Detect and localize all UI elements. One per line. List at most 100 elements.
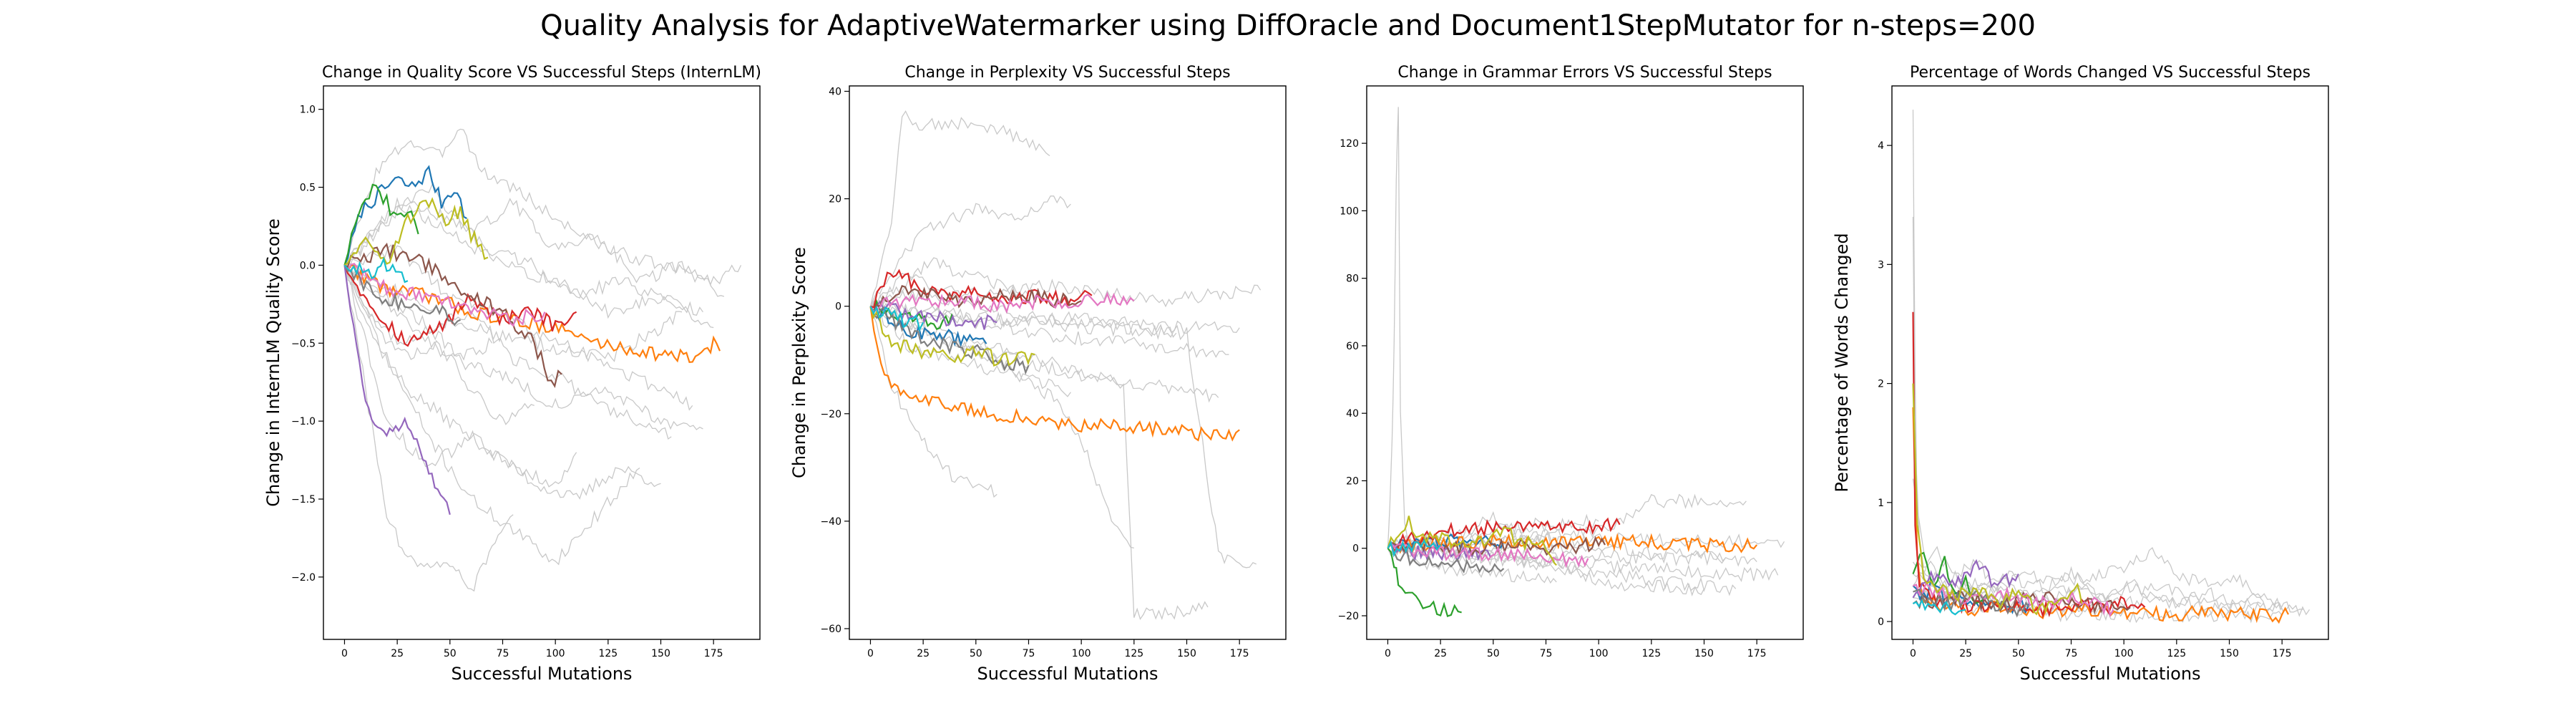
y-tick-label: −1.0: [291, 416, 316, 427]
background-run-line: [1387, 107, 1413, 548]
series-line: [343, 197, 489, 266]
y-tick-label: 2: [1878, 379, 1884, 390]
x-tick-label: 150: [651, 648, 670, 659]
y-tick-label: 0.5: [300, 183, 316, 194]
x-tick-label: 50: [1487, 648, 1500, 659]
plot-area: [869, 110, 1262, 620]
y-tick-label: −2.0: [291, 572, 316, 584]
series-line: [1912, 383, 2083, 616]
x-tick-label: 100: [1072, 648, 1091, 659]
x-tick-label: 0: [867, 648, 874, 659]
series-line: [870, 268, 1093, 309]
series-line: [869, 305, 924, 332]
x-tick-label: 125: [1641, 648, 1661, 659]
chart-panel-2: 0 25 50 75 100 125 150 175 −60 −40 −20 0 20 40 Change …: [789, 64, 1287, 684]
y-tick-label: 1: [1878, 498, 1884, 509]
y-tick-label: 0: [1352, 543, 1359, 555]
plot-area: [343, 128, 742, 592]
x-tick-label: 75: [2065, 648, 2078, 659]
background-run-line: [344, 196, 703, 316]
y-tick-label: 4: [1878, 140, 1884, 152]
background-run-line: [1387, 548, 1557, 584]
x-tick-label: 100: [546, 648, 565, 659]
series-line: [1387, 541, 1589, 569]
background-run-line: [344, 244, 683, 362]
y-tick-label: 120: [1340, 138, 1359, 150]
x-tick-label: 125: [1124, 648, 1143, 659]
background-run-line: [343, 265, 640, 566]
panel-title: Percentage of Words Changed VS Successfu…: [1910, 64, 2311, 82]
background-run-line: [343, 265, 514, 592]
x-tick-label: 175: [1230, 648, 1249, 659]
y-axis-label: Change in InternLM Quality Score: [263, 218, 283, 506]
background-run-line: [343, 265, 577, 488]
y-tick-label: 20: [829, 194, 841, 205]
series-line: [343, 242, 562, 389]
series-line: [869, 291, 1135, 314]
x-tick-label: 0: [1385, 648, 1391, 659]
background-run-line: [343, 265, 672, 440]
y-tick-label: −40: [820, 516, 841, 528]
x-axis-label: Successful Mutations: [451, 664, 632, 684]
series-line: [1912, 598, 1966, 616]
chart-panel-1: 0 25 50 75 100 125 150 175 −2.0 −1.5 −1.0 −0.5 0.0 0.…: [263, 64, 761, 684]
x-tick-label: 25: [1434, 648, 1447, 659]
series-line: [1387, 536, 1606, 558]
y-tick-label: −20: [1337, 611, 1359, 622]
series-line: [1912, 407, 2289, 624]
series-line: [1387, 533, 1505, 551]
background-run-line: [1912, 561, 2261, 614]
background-run-line: [343, 265, 493, 361]
background-run-line: [1912, 110, 2082, 613]
axes-frame: [323, 85, 761, 640]
background-run-line: [869, 195, 1071, 306]
x-tick-label: 175: [1747, 648, 1767, 659]
figure-title: Quality Analysis for AdaptiveWatermarker…: [540, 9, 2036, 42]
background-run-line: [1912, 216, 2009, 607]
x-tick-label: 25: [917, 648, 930, 659]
series-line: [1387, 542, 1505, 574]
series-line: [869, 306, 1035, 367]
background-run-line: [870, 274, 1262, 308]
x-tick-label: 175: [704, 648, 723, 659]
series-line: [1912, 558, 2019, 599]
y-tick-label: 0.0: [300, 260, 316, 271]
y-tick-label: −20: [820, 409, 841, 420]
x-tick-label: 50: [970, 648, 982, 659]
y-tick-label: 100: [1340, 205, 1359, 217]
y-tick-label: 60: [1346, 341, 1359, 352]
series-line: [343, 264, 461, 326]
x-tick-label: 50: [2012, 648, 2025, 659]
background-run-line: [870, 301, 1257, 569]
background-run-line: [869, 110, 1050, 306]
x-axis-label: Successful Mutations: [2019, 664, 2200, 684]
y-tick-label: 0: [1878, 616, 1884, 628]
background-run-line: [870, 304, 1134, 549]
series-line: [869, 306, 1240, 442]
series-line: [343, 165, 467, 266]
background-run-line: [343, 264, 693, 411]
background-run-line: [869, 257, 1030, 307]
series-line: [343, 183, 419, 266]
y-tick-label: 0: [835, 301, 841, 313]
x-axis-label: Successful Mutations: [977, 664, 1158, 684]
panel-title: Change in Grammar Errors VS Successful S…: [1397, 64, 1772, 82]
y-tick-label: 20: [1346, 475, 1359, 487]
x-tick-label: 25: [391, 648, 404, 659]
y-tick-label: 1.0: [300, 105, 316, 116]
y-axis-label: Percentage of Words Changed: [1832, 233, 1852, 492]
series-line: [1387, 548, 1462, 618]
x-tick-label: 175: [2273, 648, 2292, 659]
background-run-line: [344, 183, 725, 297]
series-line: [1912, 311, 2146, 619]
axes-frame: [1366, 85, 1804, 640]
y-tick-label: 80: [1346, 274, 1359, 285]
x-tick-label: 150: [2220, 648, 2239, 659]
background-run-line: [870, 304, 1229, 359]
series-line: [1913, 582, 2114, 618]
x-tick-label: 150: [1694, 648, 1714, 659]
series-line: [343, 263, 546, 327]
chart-panel-3: 0 25 50 75 100 125 150 175 −20 0 20 40 60 80 100 120 Cha…: [1337, 64, 1804, 659]
y-tick-label: −1.5: [291, 494, 316, 505]
